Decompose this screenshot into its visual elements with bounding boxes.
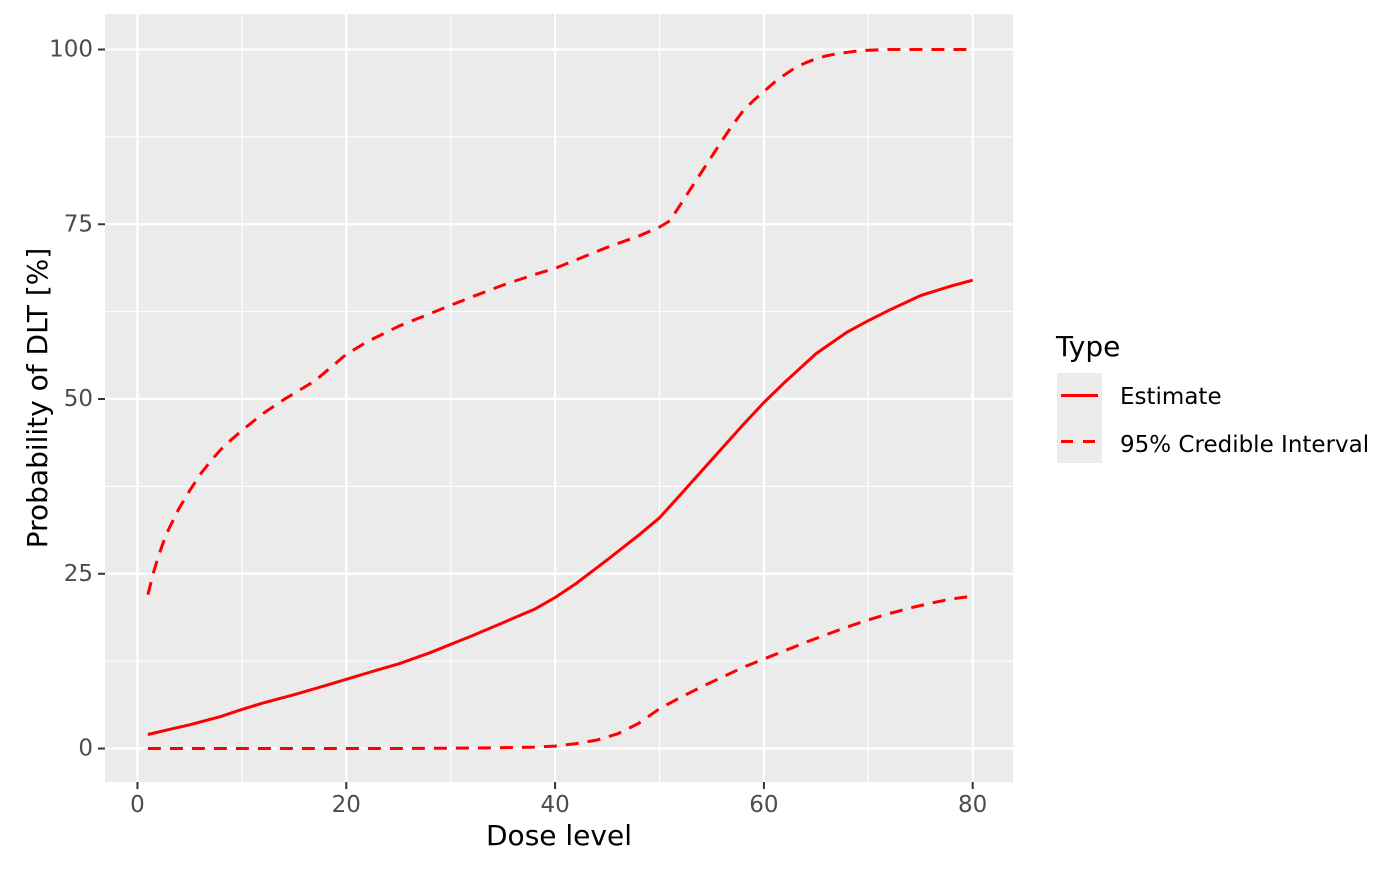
grid-major [105, 14, 1013, 782]
x-tick-label: 80 [958, 792, 987, 818]
series-line-1 [146, 48, 973, 596]
series-line-0 [147, 278, 974, 736]
y-tick-label: 75 [64, 211, 93, 237]
legend-label-estimate: Estimate [1120, 384, 1222, 410]
y-tick-label: 25 [64, 561, 93, 587]
x-tick-label: 0 [130, 792, 145, 818]
legend: Type Estimate 95% Credible Interval [1055, 330, 1369, 463]
x-tick-label: 20 [332, 792, 361, 818]
legend-entry-estimate: Estimate [1057, 373, 1222, 418]
legend-entry-credible-interval: 95% Credible Interval [1057, 418, 1369, 463]
legend-title: Type [1055, 330, 1120, 363]
y-tick-label: 0 [78, 736, 93, 762]
x-axis-ticks: 0 20 40 60 80 [130, 782, 987, 818]
y-tick-label: 50 [64, 386, 93, 412]
x-tick-label: 40 [540, 792, 569, 818]
y-axis-title: Probability of DLT [%] [21, 248, 54, 549]
series-line-2 [147, 594, 973, 750]
y-tick-label: 100 [49, 37, 93, 63]
x-axis-title: Dose level [486, 819, 632, 852]
y-axis-ticks: 0 25 50 75 100 [49, 37, 105, 762]
series-lines [146, 48, 974, 750]
legend-label-credible-interval: 95% Credible Interval [1120, 432, 1369, 458]
x-tick-label: 60 [749, 792, 778, 818]
